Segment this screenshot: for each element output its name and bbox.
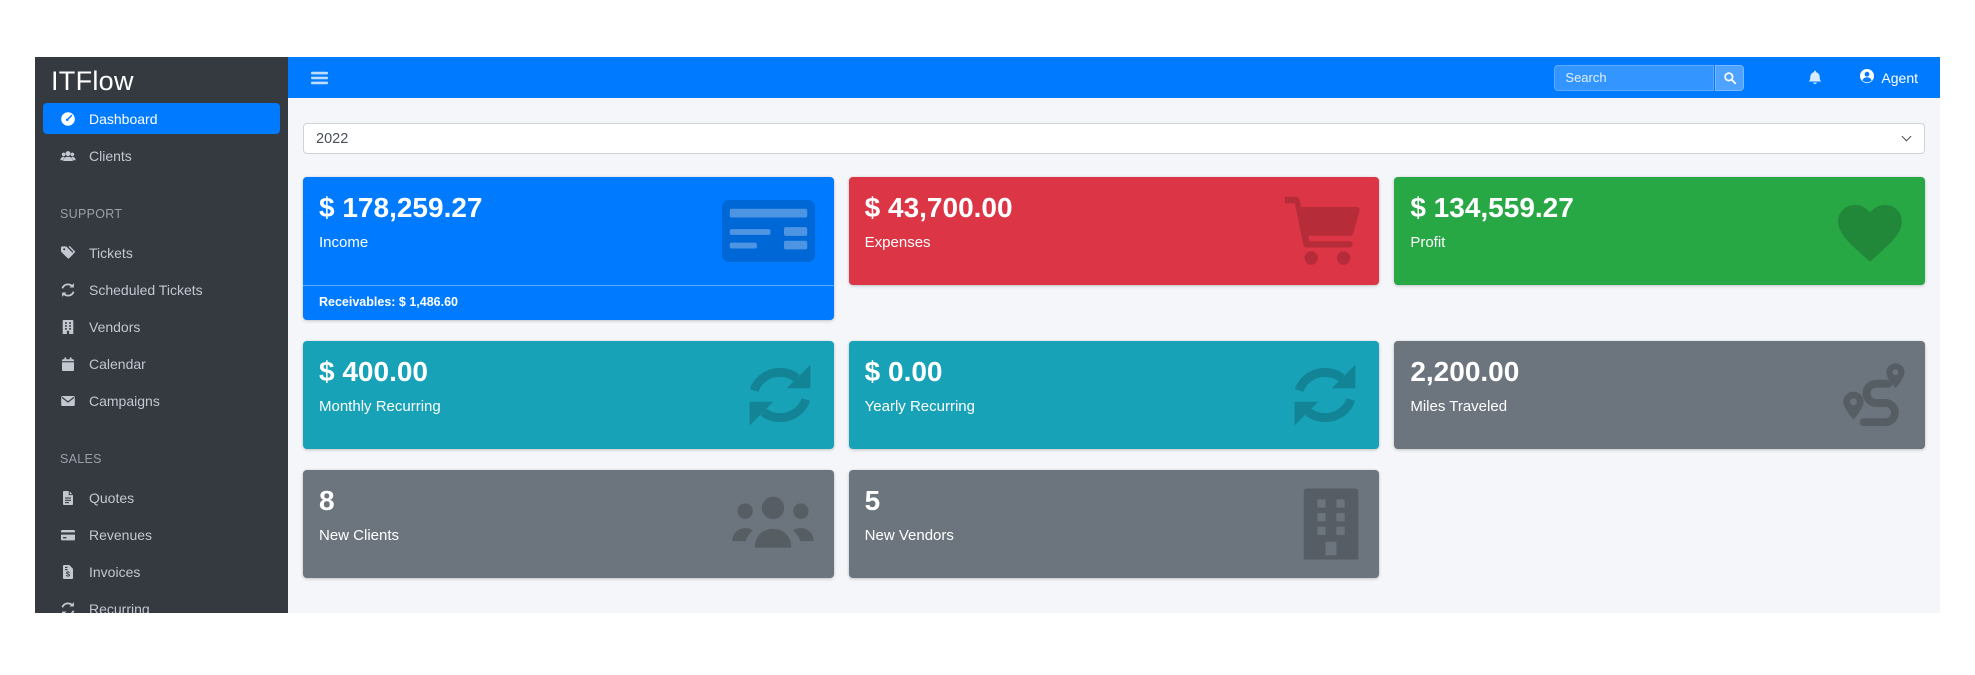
file-invoice-dollar-icon: $ [56,564,80,580]
sidebar-item-label: Recurring [89,600,150,614]
sidebar: ITFlow Dashboard Clients SUPPORT Ticket [35,57,288,613]
topbar: Agent [288,57,1940,98]
bars-icon [311,71,328,88]
sidebar-section-support: SUPPORT [60,207,123,221]
shopping-cart-icon [1283,195,1361,267]
card-value: 5 [864,485,881,516]
menu-toggle-button[interactable] [309,69,330,87]
sidebar-item-label: Campaigns [89,392,160,409]
money-check-icon [721,200,816,262]
sidebar-item-label: Tickets [89,244,133,261]
card-miles-traveled: 2,200.00 Miles Traveled [1394,341,1925,449]
year-select[interactable]: 2022 [303,123,1925,154]
sidebar-item-scheduled-tickets[interactable]: Scheduled Tickets [43,274,280,305]
search-button[interactable] [1715,64,1745,91]
sync-icon [1289,363,1361,427]
card-monthly-recurring: $ 400.00 Monthly Recurring [303,341,834,449]
sidebar-item-quotes[interactable]: Quotes [43,482,280,513]
card-value: $ 0.00 [864,356,943,387]
building-icon [56,319,80,335]
users-icon [56,148,80,164]
sidebar-item-label: Dashboard [89,110,158,127]
brand-logo[interactable]: ITFlow [51,66,134,96]
sidebar-item-dashboard[interactable]: Dashboard [43,103,280,134]
user-circle-icon [1859,68,1875,87]
year-select-wrap: 2022 [303,123,1925,154]
sidebar-item-recurring[interactable]: Recurring [43,593,280,613]
sidebar-section-sales: SALES [60,452,102,466]
card-label: New Clients [319,527,400,544]
sidebar-item-campaigns[interactable]: Campaigns [43,385,280,416]
sidebar-item-label: Scheduled Tickets [89,281,203,298]
sidebar-item-invoices[interactable]: $ Invoices [43,556,280,587]
card-yearly-recurring: $ 0.00 Yearly Recurring [848,341,1380,449]
card-value: 8 [319,485,335,516]
user-menu-label: Agent [1881,69,1918,86]
card-expenses: $ 43,700.00 Expenses [848,177,1380,285]
tachometer-icon [56,111,80,127]
sidebar-item-clients[interactable]: Clients [43,140,280,171]
tags-icon [56,245,80,261]
card-income: $ 178,259.27 Income Receivables: $ 1,486… [303,177,834,320]
sync-icon [744,363,816,427]
sidebar-item-label: Revenues [89,526,153,543]
card-label: Expenses [864,234,931,251]
card-label: Monthly Recurring [319,398,441,415]
calendar-icon [56,356,80,372]
sidebar-item-vendors[interactable]: Vendors [43,311,280,342]
user-menu-button[interactable]: Agent [1859,68,1918,87]
card-label: Miles Traveled [1410,398,1508,415]
card-label: Profit [1410,234,1446,251]
dashboard-content: 2022 $ 178,259.27 Income Receivables: $ … [288,98,1940,613]
building-icon [1301,488,1361,560]
sync-icon [56,601,80,613]
search-icon [1723,71,1737,85]
credit-card-icon [56,527,80,543]
app-window: ITFlow Dashboard Clients SUPPORT Ticket [35,57,1940,613]
sidebar-item-label: Vendors [89,318,141,335]
main-area: Agent 2022 $ 178,259.27 Income [288,57,1940,613]
notifications-button[interactable] [1807,69,1823,86]
envelope-icon [56,393,80,409]
sidebar-item-calendar[interactable]: Calendar [43,348,280,379]
card-value: $ 178,259.27 [319,192,483,223]
file-icon [56,490,80,506]
sidebar-item-label: Clients [89,147,132,164]
sidebar-item-label: Invoices [89,563,141,580]
card-value: $ 400.00 [319,356,428,387]
sidebar-item-label: Calendar [89,355,146,372]
search-group [1554,64,1745,91]
search-input[interactable] [1554,64,1715,91]
card-label: New Vendors [864,527,954,544]
card-footer: Receivables: $ 1,486.60 [303,285,834,320]
card-value: $ 43,700.00 [864,192,1013,223]
card-label: Yearly Recurring [864,398,975,415]
stats-grid: $ 178,259.27 Income Receivables: $ 1,486… [303,177,1925,578]
heart-icon [1833,198,1907,264]
card-new-vendors: 5 New Vendors [848,470,1380,578]
card-value: $ 134,559.27 [1410,192,1574,223]
svg-text:$: $ [66,569,71,578]
route-icon [1843,361,1907,429]
sidebar-nav: Dashboard Clients SUPPORT Tickets Sch [43,103,280,613]
sidebar-item-revenues[interactable]: Revenues [43,519,280,550]
sync-icon [56,282,80,298]
card-profit: $ 134,559.27 Profit [1394,177,1925,285]
sidebar-item-tickets[interactable]: Tickets [43,237,280,268]
bell-icon [1807,70,1823,89]
card-label: Income [319,234,369,251]
users-icon [730,494,816,554]
card-new-clients: 8 New Clients [303,470,834,578]
sidebar-item-label: Quotes [89,489,135,506]
card-value: 2,200.00 [1410,356,1520,387]
